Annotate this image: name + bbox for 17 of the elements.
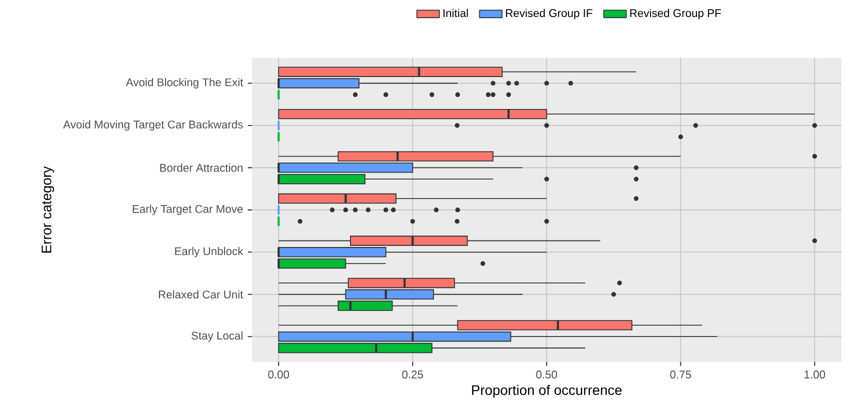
- x-tick-label: 0.50: [536, 370, 558, 379]
- y-tick-label: Border Attraction: [160, 164, 242, 172]
- y-tick-label: Avoid Blocking The Exit: [126, 78, 244, 89]
- legend-label: Initial: [443, 9, 468, 18]
- y-tick-label: Early Unblock: [175, 247, 244, 258]
- x-tick-label: 1.00: [804, 370, 826, 379]
- legend-label: Revised Group PF: [630, 9, 721, 20]
- x-tick-label: 0.00: [268, 370, 290, 379]
- y-tick-label: Stay Local: [192, 332, 242, 342]
- y-axis-title: Error category: [42, 166, 54, 253]
- y-tick-label: Relaxed Car Unit: [158, 290, 244, 299]
- x-tick-label: 0.75: [670, 370, 692, 379]
- y-tick-label: Early Target Car Move: [132, 204, 243, 216]
- x-axis-title: Proportion of occurrence: [472, 385, 622, 398]
- y-tick-label: Avoid Moving Target Car Backwards: [63, 120, 243, 131]
- legend-label: Revised Group IF: [506, 9, 592, 20]
- x-tick-label: 0.25: [402, 370, 424, 379]
